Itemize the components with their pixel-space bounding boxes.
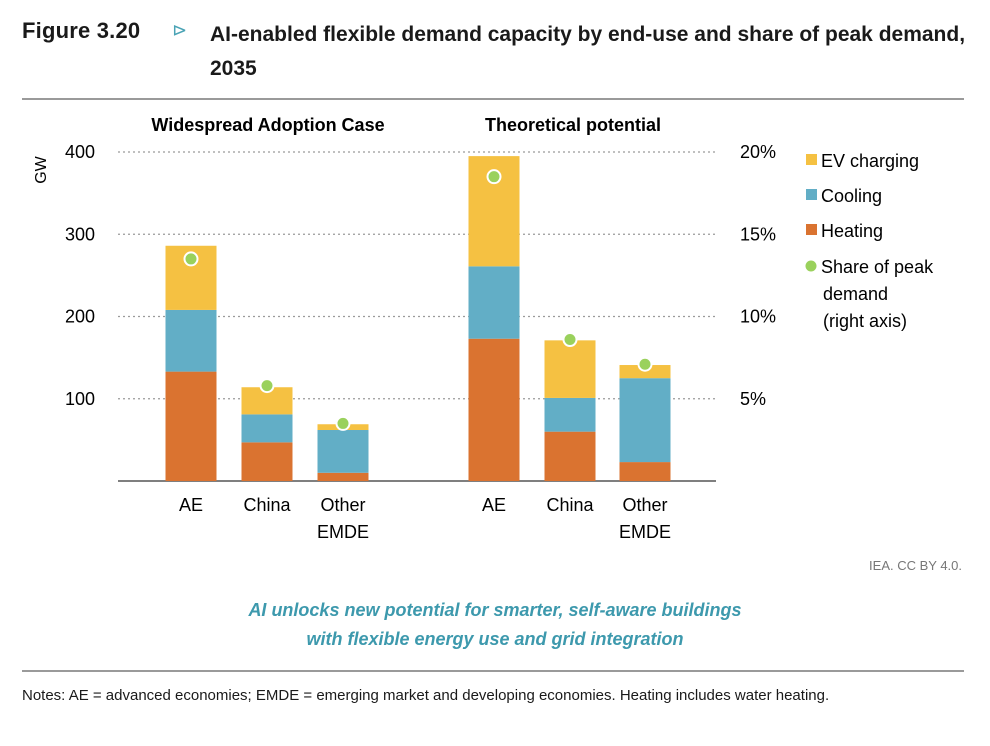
share-point <box>562 332 578 348</box>
legend-label-share: demand <box>823 284 888 304</box>
legend-swatch-cooling <box>806 189 817 200</box>
bar-heating <box>619 462 671 481</box>
x-tick-label: Other <box>320 495 365 515</box>
bar-heating <box>165 371 217 481</box>
legend-label-share: Share of peak <box>821 257 934 277</box>
x-tick-label: EMDE <box>317 522 369 542</box>
legend-label-cooling: Cooling <box>821 186 882 206</box>
bar-heating <box>544 431 596 481</box>
top-divider <box>22 98 964 100</box>
legend-swatch-ev <box>806 154 817 165</box>
notes: Notes: AE = advanced economies; EMDE = e… <box>22 687 830 704</box>
x-tick-label: AE <box>482 495 506 515</box>
share-point <box>183 251 199 267</box>
chart: 100 5% 200 10% 300 15% 400 20% GW Widespread Adop… <box>33 115 934 542</box>
share-point <box>486 169 502 185</box>
caption-line-1: AI unlocks new potential for smarter, se… <box>248 600 742 620</box>
share-point <box>637 356 653 372</box>
bar-cooling <box>468 266 520 339</box>
figure-number: Figure 3.20 <box>22 18 141 43</box>
figure-arrow-icon: ⊳ <box>172 20 188 40</box>
y-tick-label: 300 <box>65 224 95 244</box>
x-tick-label: China <box>546 495 594 515</box>
share-point <box>259 378 275 394</box>
y-tick-label: 400 <box>65 142 95 162</box>
credit-text: IEA. CC BY 4.0. <box>869 558 962 573</box>
legend-swatch-share <box>805 260 817 272</box>
group-title: Widespread Adoption Case <box>151 115 384 135</box>
x-tick-label: EMDE <box>619 522 671 542</box>
bar-heating <box>241 442 293 481</box>
y2-tick-label: 15% <box>740 224 776 244</box>
x-tick-label: AE <box>179 495 203 515</box>
bar-heating <box>468 338 520 481</box>
bar-cooling <box>165 309 217 372</box>
bar-heating <box>317 472 369 481</box>
x-tick-label: China <box>243 495 291 515</box>
share-point <box>335 415 351 431</box>
y2-tick-label: 10% <box>740 307 776 327</box>
legend-swatch-heating <box>806 224 817 235</box>
figure-header: Figure 3.20 ⊳ AI-enabled flexible demand… <box>22 18 972 96</box>
bar-cooling <box>544 397 596 432</box>
y2-tick-label: 20% <box>740 142 776 162</box>
bar-cooling <box>619 378 671 463</box>
legend-label-heating: Heating <box>821 221 883 241</box>
bar-cooling <box>317 430 369 473</box>
bar-ev <box>544 340 596 398</box>
figure-title: AI-enabled flexible demand capacity by e… <box>210 23 966 80</box>
group-title: Theoretical potential <box>485 115 661 135</box>
caption-line-2: with flexible energy use and grid integr… <box>306 629 684 649</box>
y-axis-label: GW <box>33 155 50 183</box>
caption: AI unlocks new potential for smarter, se… <box>0 596 990 654</box>
bar-cooling <box>241 414 293 443</box>
bottom-divider <box>22 670 964 672</box>
legend-label-share: (right axis) <box>823 311 907 331</box>
y-tick-label: 200 <box>65 307 95 327</box>
x-tick-label: Other <box>622 495 667 515</box>
y2-tick-label: 5% <box>740 389 766 409</box>
legend-label-ev: EV charging <box>821 151 919 171</box>
y-tick-label: 100 <box>65 389 95 409</box>
